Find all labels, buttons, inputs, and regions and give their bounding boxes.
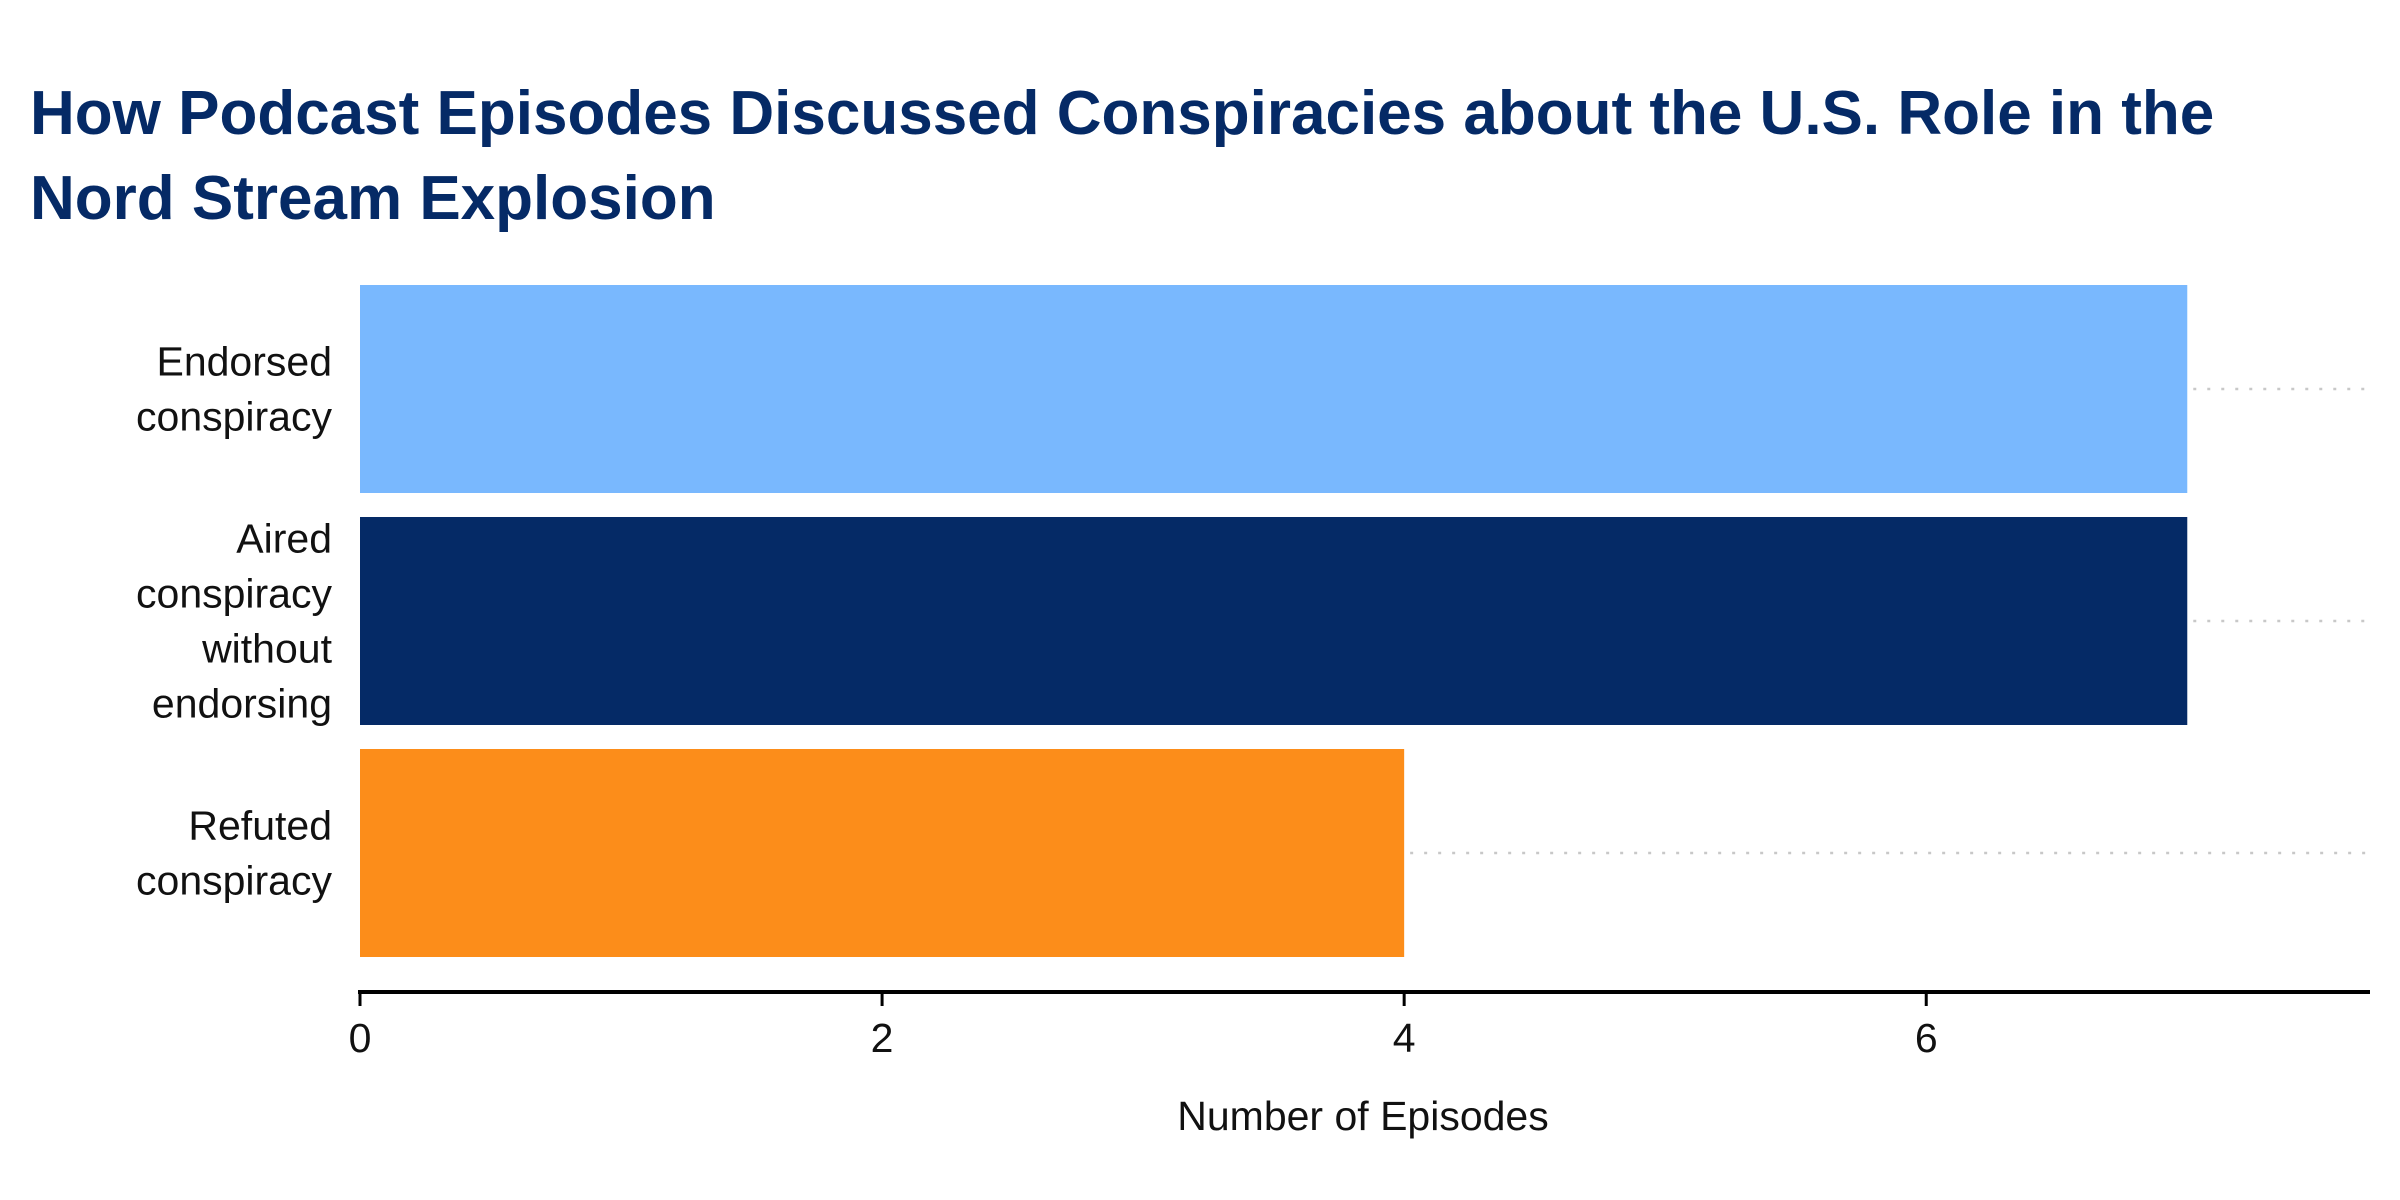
category-label: Refuted conspiracy xyxy=(136,803,332,904)
category-label-line: endorsing xyxy=(152,681,332,727)
x-axis-title: Number of Episodes xyxy=(1177,1093,1548,1139)
tick-label: 6 xyxy=(1915,1015,1938,1061)
chart-title-line-1: How Podcast Episodes Discussed Conspirac… xyxy=(30,79,2214,148)
category-label-line: Aired xyxy=(236,516,332,562)
bar xyxy=(360,517,2188,725)
category-label-line: conspiracy xyxy=(136,571,332,617)
category-label-line: Endorsed xyxy=(156,339,332,385)
tick-label: 4 xyxy=(1393,1015,1416,1061)
grid-lines xyxy=(1410,387,2370,855)
category-label-line: Refuted xyxy=(188,803,332,849)
x-ticks: 0 2 4 6 xyxy=(349,992,1938,1061)
category-label: Endorsed conspiracy xyxy=(136,339,332,440)
category-label-line: without xyxy=(201,626,333,672)
tick-label: 2 xyxy=(871,1015,894,1061)
category-label-line: conspiracy xyxy=(136,394,332,440)
category-label: Aired conspiracy without endorsing xyxy=(136,516,333,727)
bar xyxy=(360,749,1405,957)
bar xyxy=(360,285,2188,493)
category-label-line: conspiracy xyxy=(136,858,332,904)
chart-title-line-2: Nord Stream Explosion xyxy=(30,164,716,233)
category-labels: Endorsed conspiracy Aired conspiracy without… xyxy=(136,339,333,904)
tick-label: 0 xyxy=(349,1015,372,1061)
bars xyxy=(360,285,2188,957)
